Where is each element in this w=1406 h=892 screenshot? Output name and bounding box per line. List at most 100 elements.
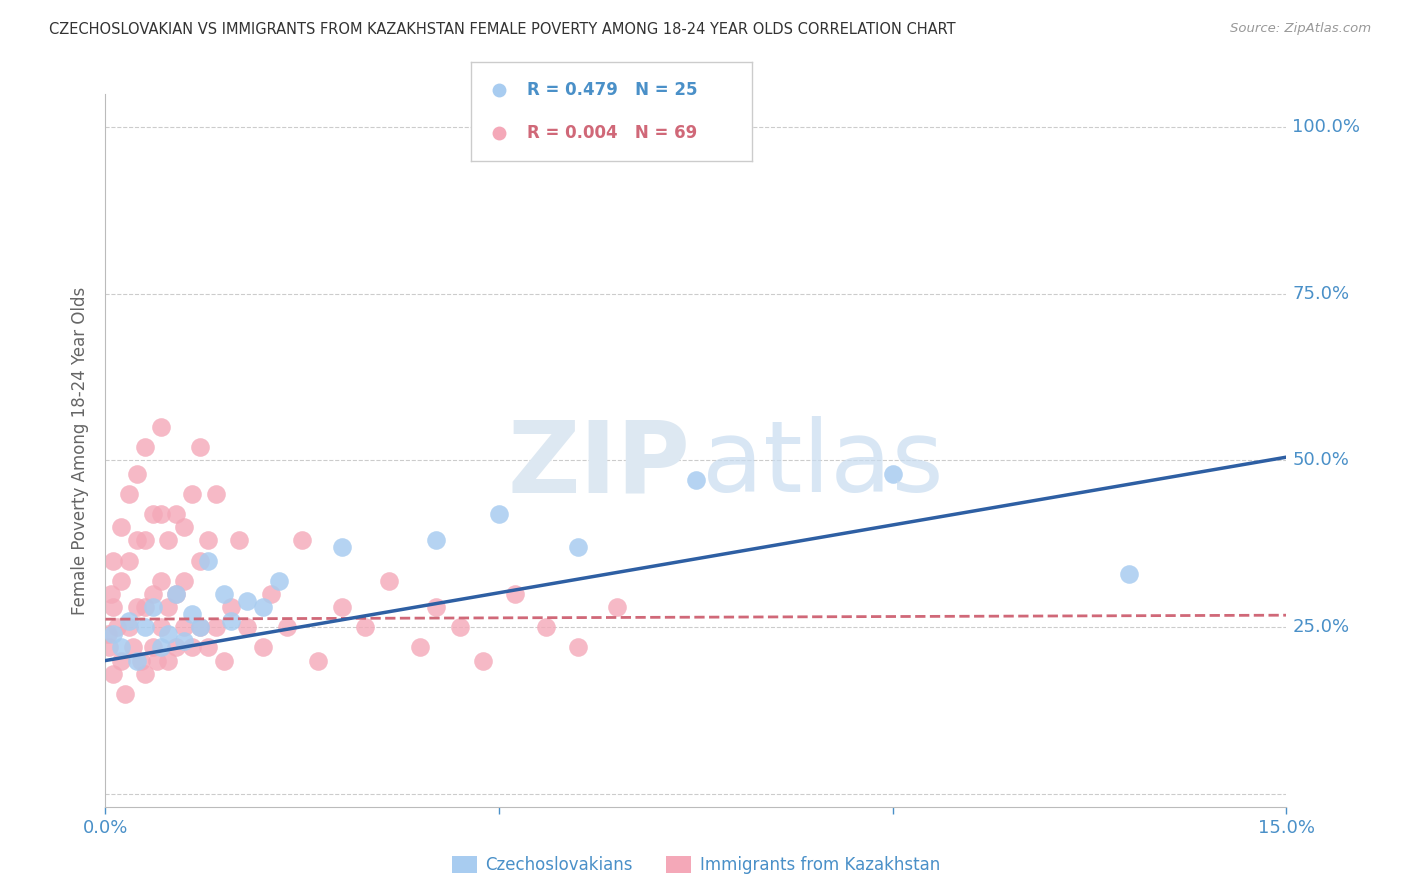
Point xyxy=(157,533,180,548)
Point xyxy=(606,600,628,615)
Point xyxy=(188,440,211,454)
Point xyxy=(110,520,132,534)
Point xyxy=(276,620,298,634)
Point xyxy=(118,553,141,567)
Point xyxy=(378,574,401,588)
Point xyxy=(221,614,243,628)
Point xyxy=(488,507,510,521)
Point xyxy=(149,420,172,434)
Point xyxy=(149,574,172,588)
Point xyxy=(307,654,329,668)
Point xyxy=(165,507,187,521)
Point xyxy=(173,620,195,634)
Point xyxy=(157,654,180,668)
Point xyxy=(488,83,510,97)
Y-axis label: Female Poverty Among 18-24 Year Olds: Female Poverty Among 18-24 Year Olds xyxy=(72,286,90,615)
Point xyxy=(236,620,259,634)
Text: R = 0.004   N = 69: R = 0.004 N = 69 xyxy=(527,124,697,142)
Point xyxy=(449,620,471,634)
Text: 50.0%: 50.0% xyxy=(1292,451,1350,469)
Point xyxy=(97,627,120,641)
Point xyxy=(252,640,274,655)
Point xyxy=(142,507,165,521)
Point xyxy=(236,593,259,607)
Point xyxy=(125,600,148,615)
Point xyxy=(149,620,172,634)
Point xyxy=(142,600,165,615)
Point xyxy=(685,474,707,488)
Point xyxy=(114,687,136,701)
Point xyxy=(330,540,353,554)
Point xyxy=(118,487,141,501)
Point xyxy=(129,654,152,668)
Point xyxy=(149,640,172,655)
Point xyxy=(110,574,132,588)
Point xyxy=(228,533,250,548)
Point xyxy=(212,587,235,601)
Point xyxy=(536,620,558,634)
Point xyxy=(165,640,187,655)
Point xyxy=(134,533,156,548)
Point xyxy=(181,640,204,655)
Point xyxy=(204,487,226,501)
Point xyxy=(134,440,156,454)
Point xyxy=(149,507,172,521)
Point xyxy=(354,620,377,634)
Point xyxy=(260,587,283,601)
Point xyxy=(197,533,219,548)
Point xyxy=(173,520,195,534)
Point xyxy=(197,640,219,655)
Point xyxy=(181,487,204,501)
Point xyxy=(188,620,211,634)
Text: 25.0%: 25.0% xyxy=(1292,618,1350,636)
Point xyxy=(472,654,495,668)
Point xyxy=(291,533,314,548)
Text: R = 0.479   N = 25: R = 0.479 N = 25 xyxy=(527,81,697,99)
Point xyxy=(145,654,167,668)
Point xyxy=(98,640,121,655)
Point xyxy=(425,533,447,548)
Point xyxy=(204,620,226,634)
Point xyxy=(103,627,125,641)
Point xyxy=(125,654,148,668)
Legend: Czechoslovakians, Immigrants from Kazakhstan: Czechoslovakians, Immigrants from Kazakh… xyxy=(446,849,946,881)
Point xyxy=(110,640,132,655)
Point xyxy=(197,553,219,567)
Text: CZECHOSLOVAKIAN VS IMMIGRANTS FROM KAZAKHSTAN FEMALE POVERTY AMONG 18-24 YEAR OL: CZECHOSLOVAKIAN VS IMMIGRANTS FROM KAZAK… xyxy=(49,22,956,37)
Point xyxy=(221,600,243,615)
Point xyxy=(118,620,141,634)
Point xyxy=(252,600,274,615)
Point xyxy=(567,640,589,655)
Text: ZIP: ZIP xyxy=(508,417,690,513)
Point xyxy=(188,620,211,634)
Text: atlas: atlas xyxy=(702,417,943,513)
Point xyxy=(173,574,195,588)
Point xyxy=(134,620,156,634)
Point xyxy=(142,640,165,655)
Point xyxy=(882,467,904,481)
Point xyxy=(503,587,526,601)
Point xyxy=(100,587,122,601)
Point xyxy=(142,587,165,601)
Point xyxy=(134,666,156,681)
Text: Source: ZipAtlas.com: Source: ZipAtlas.com xyxy=(1230,22,1371,36)
Point xyxy=(212,654,235,668)
Point xyxy=(134,600,156,615)
Point xyxy=(110,654,132,668)
Point xyxy=(103,600,125,615)
Text: 100.0%: 100.0% xyxy=(1292,118,1361,136)
Point xyxy=(330,600,353,615)
Point xyxy=(157,627,180,641)
Point xyxy=(173,633,195,648)
Point xyxy=(188,553,211,567)
Point xyxy=(488,126,510,140)
Text: 75.0%: 75.0% xyxy=(1292,285,1350,302)
Point xyxy=(165,587,187,601)
Point xyxy=(103,666,125,681)
Point xyxy=(181,607,204,621)
Point xyxy=(267,574,290,588)
Point xyxy=(125,467,148,481)
Point xyxy=(1118,566,1140,581)
Point xyxy=(409,640,432,655)
Point xyxy=(103,553,125,567)
